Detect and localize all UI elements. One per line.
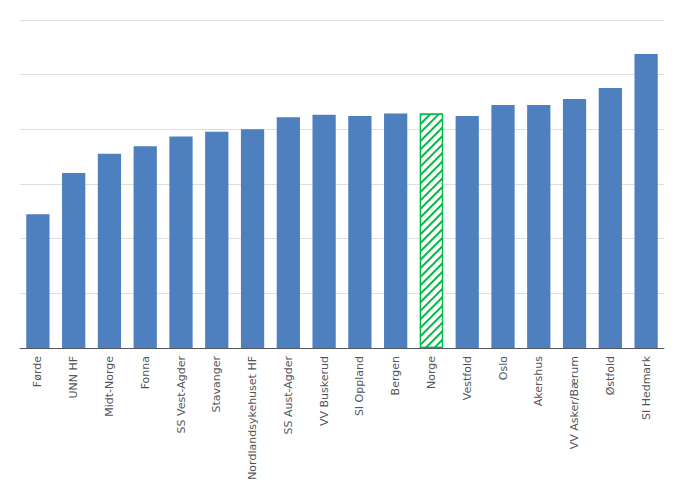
svg-text:Akershus: Akershus: [532, 356, 545, 406]
svg-text:Førde: Førde: [31, 356, 44, 387]
svg-text:Fonna: Fonna: [139, 356, 152, 389]
svg-text:Bergen: Bergen: [389, 356, 402, 395]
svg-text:Stavanger: Stavanger: [210, 356, 223, 413]
svg-text:VV Asker/Bærum: VV Asker/Bærum: [568, 356, 581, 449]
svg-text:SS Aust-Agder: SS Aust-Agder: [282, 356, 295, 435]
svg-text:UNN HF: UNN HF: [67, 356, 80, 399]
svg-text:SS Vest-Agder: SS Vest-Agder: [175, 356, 188, 434]
svg-text:Vestfold: Vestfold: [461, 356, 474, 400]
svg-text:Nordlandsykehuset HF: Nordlandsykehuset HF: [246, 356, 259, 480]
svg-text:SI Hedmark: SI Hedmark: [640, 355, 653, 420]
svg-text:Østfold: Østfold: [604, 356, 617, 395]
svg-text:Midt-Norge: Midt-Norge: [103, 356, 116, 417]
svg-text:Norge: Norge: [425, 356, 438, 389]
svg-text:VV Buskerud: VV Buskerud: [318, 356, 331, 426]
svg-text:Oslo: Oslo: [497, 356, 510, 380]
svg-text:SI Oppland: SI Oppland: [353, 356, 366, 416]
